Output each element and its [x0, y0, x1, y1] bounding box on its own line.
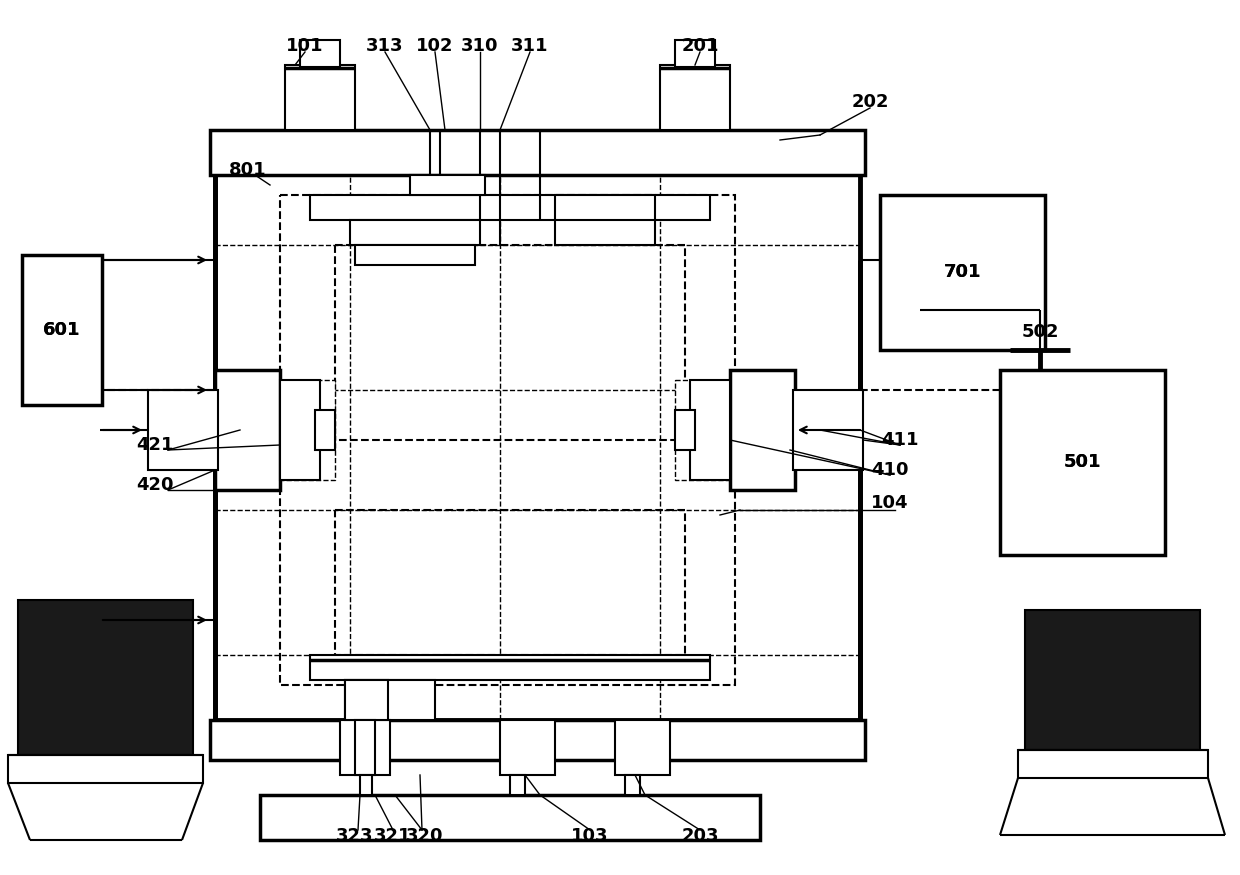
Text: 103: 103 [572, 827, 609, 845]
Text: 320: 320 [407, 827, 444, 845]
Text: 701: 701 [944, 263, 981, 281]
Text: 501: 501 [1063, 453, 1101, 471]
Text: 323: 323 [336, 827, 373, 845]
Bar [7, 755, 203, 783]
Bar [210, 130, 866, 175]
Bar [350, 220, 480, 245]
Bar [340, 720, 391, 775]
Text: 104: 104 [872, 494, 909, 512]
Bar [280, 195, 735, 685]
Bar [215, 155, 861, 720]
Text: 202: 202 [851, 93, 889, 111]
Text: 502: 502 [1022, 323, 1059, 341]
Bar [335, 245, 684, 440]
Bar [625, 775, 640, 795]
Bar [285, 65, 355, 130]
Bar [556, 195, 655, 245]
Bar [794, 390, 863, 470]
Bar [730, 370, 795, 490]
Text: 313: 313 [366, 37, 404, 55]
Bar [215, 370, 280, 490]
Bar [260, 795, 760, 840]
Text: 321: 321 [374, 827, 412, 845]
Text: 501: 501 [1063, 453, 1101, 471]
Bar [360, 775, 372, 795]
Bar [999, 370, 1166, 555]
Bar [148, 390, 218, 470]
Bar [300, 40, 340, 67]
Text: 601: 601 [43, 321, 81, 339]
Text: 801: 801 [229, 161, 267, 179]
Bar [689, 380, 730, 480]
Text: 201: 201 [681, 37, 719, 55]
Bar [210, 720, 866, 760]
Bar [880, 195, 1045, 350]
Bar [1018, 750, 1208, 778]
Text: 421: 421 [136, 436, 174, 454]
Bar [410, 175, 485, 195]
Text: 701: 701 [944, 263, 981, 281]
Bar [660, 65, 730, 130]
Bar [22, 255, 102, 405]
Bar [615, 720, 670, 775]
Text: 203: 203 [681, 827, 719, 845]
Bar [500, 720, 556, 775]
Bar [345, 680, 435, 720]
Bar [675, 410, 694, 450]
Bar [1025, 610, 1200, 750]
Bar [280, 380, 335, 480]
Bar [19, 600, 193, 755]
Text: 420: 420 [136, 476, 174, 494]
Bar [510, 775, 525, 795]
Bar [310, 195, 711, 220]
Bar [345, 680, 388, 720]
Bar [335, 510, 684, 655]
Text: 311: 311 [511, 37, 549, 55]
Text: 102: 102 [417, 37, 454, 55]
Text: 101: 101 [286, 37, 324, 55]
Bar [310, 655, 711, 680]
Bar [355, 245, 475, 265]
Text: 410: 410 [872, 461, 909, 479]
Bar [315, 410, 335, 450]
Bar [675, 380, 730, 480]
Text: 310: 310 [461, 37, 498, 55]
Bar [355, 720, 374, 775]
Bar [280, 380, 320, 480]
Text: 601: 601 [43, 321, 81, 339]
Text: 411: 411 [882, 431, 919, 449]
Bar [675, 40, 715, 67]
